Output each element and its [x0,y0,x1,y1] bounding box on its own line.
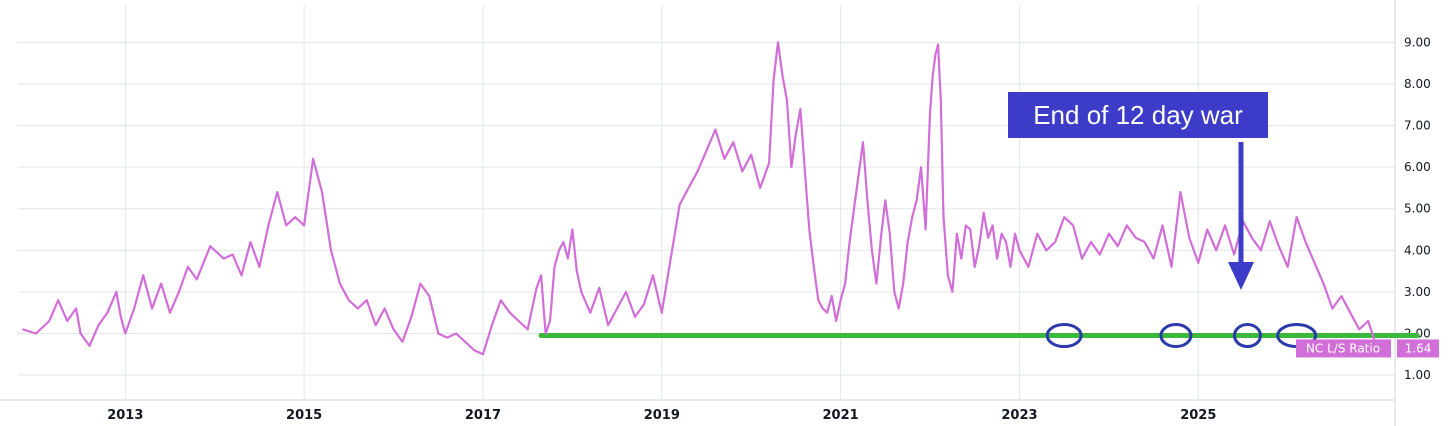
highlight-circle [1045,323,1083,349]
x-tick-label: 2019 [644,408,680,423]
x-tick-label: 2013 [107,408,143,423]
x-tick-label: 2023 [1001,408,1037,423]
callout-annotation: End of 12 day war [1008,92,1268,290]
highlight-circles [1045,323,1318,349]
series-line [22,41,1379,356]
y-axis: 1.002.003.004.005.006.007.008.009.00 [1404,35,1431,382]
x-tick-label: 2025 [1180,408,1216,423]
x-tick-label: 2015 [286,408,322,423]
grid-lines [0,0,1396,426]
callout-arrow-head [1228,262,1254,290]
y-tick-label: 7.00 [1404,119,1431,133]
highlight-circle [1159,323,1193,349]
series-line-group [22,41,1379,356]
y-tick-label: 4.00 [1404,243,1431,257]
callout-box [1008,92,1268,138]
last-value-box [1397,339,1439,358]
last-value-tag: NC L/S Ratio 1.64 [1296,339,1439,358]
y-tick-label: 3.00 [1404,285,1431,299]
y-tick-label: 5.00 [1404,202,1431,216]
y-tick-label: 1.00 [1404,368,1431,382]
x-tick-label: 2017 [465,408,501,423]
y-tick-label: 8.00 [1404,77,1431,91]
highlight-circle [1232,323,1262,349]
y-tick-label: 9.00 [1404,35,1431,49]
x-axis: 2013 2015 2017 2019 2021 2023 2025 [107,408,1216,423]
y-tick-label: 6.00 [1404,160,1431,174]
last-value-label: 1.64 [1405,341,1432,355]
callout-text: End of 12 day war [1033,100,1243,130]
series-name-label: NC L/S Ratio [1306,341,1380,355]
x-tick-label: 2021 [823,408,859,423]
series-name-tag [1296,339,1391,358]
